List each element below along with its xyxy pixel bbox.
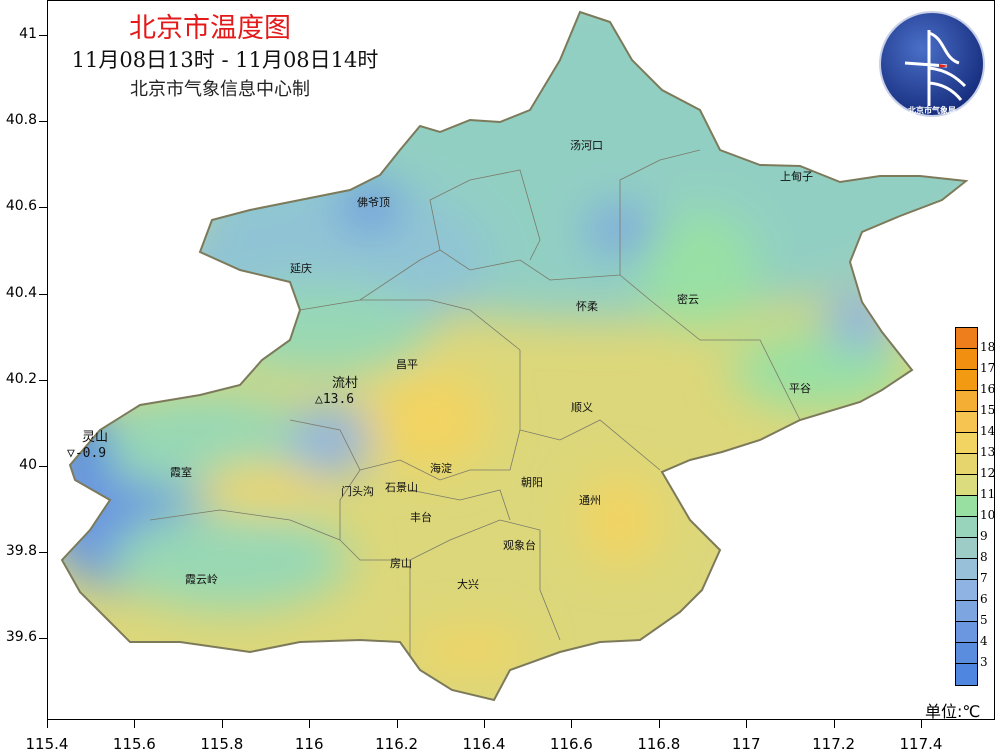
meteorological-bureau-logo: 北京市气象局 <box>879 11 985 117</box>
district-label: 朝阳 <box>521 476 543 489</box>
legend-swatch <box>956 601 977 622</box>
legend-swatch <box>956 559 977 580</box>
district-label: 石景山 <box>385 481 418 494</box>
legend-swatch <box>956 622 977 643</box>
legend-swatch <box>956 370 977 391</box>
legend-label: 9 <box>980 529 988 543</box>
legend-label: 14 <box>980 424 996 438</box>
svg-text:北京市气象局: 北京市气象局 <box>908 105 956 115</box>
map-frame <box>47 0 995 720</box>
legend-swatch <box>956 454 977 475</box>
legend-swatch <box>956 643 977 664</box>
district-boundaries <box>149 149 801 670</box>
producer-credit: 北京市气象信息中心制 <box>130 79 310 100</box>
latitude-tick-label: 39.6 <box>5 629 37 646</box>
map-title: 北京市温度图 <box>129 13 291 44</box>
latitude-tick-label: 40.4 <box>5 284 37 301</box>
legend-label: 3 <box>980 655 988 669</box>
district-label: 怀柔 <box>576 300 598 313</box>
latitude-tick-label: 40 <box>19 457 37 473</box>
district-label: 霞室 <box>170 466 192 479</box>
latitude-tick-label: 39.8 <box>5 543 37 560</box>
district-label: 密云 <box>677 293 699 306</box>
legend-label: 12 <box>980 466 996 480</box>
legend-label: 6 <box>980 592 988 606</box>
station-name: 灵山 <box>82 430 109 445</box>
latitude-tick-label: 40.2 <box>5 370 37 387</box>
district-label: 延庆 <box>290 262 312 275</box>
longitude-tick-label: 115.6 <box>112 735 156 753</box>
station-value: 13.6 <box>322 392 355 407</box>
longitude-tick-label: 116.4 <box>462 735 506 753</box>
longitude-tick-label: 117 <box>731 735 761 753</box>
district-label: 上甸子 <box>780 170 813 183</box>
latitude-tick-label: 41 <box>19 26 37 42</box>
legend-swatch <box>956 517 977 538</box>
time-range: 11月08日13时 - 11月08日14时 <box>71 48 379 72</box>
legend-swatch <box>956 664 977 685</box>
color-legend <box>955 327 978 686</box>
longitude-tick-label: 116.2 <box>375 735 419 753</box>
longitude-tick-label: 115.8 <box>200 735 244 753</box>
legend-swatch <box>956 412 977 433</box>
legend-swatch <box>956 538 977 559</box>
district-label: 霞云岭 <box>185 573 218 586</box>
district-label: 平谷 <box>789 382 811 395</box>
district-label: 佛爷顶 <box>357 196 390 209</box>
district-label: 大兴 <box>457 578 479 591</box>
longitude-tick-label: 116 <box>294 735 324 753</box>
legend-label: 8 <box>980 550 988 564</box>
district-label: 门头沟 <box>341 485 374 498</box>
max-temp-station: 流村 △13.6 <box>315 376 359 408</box>
district-label: 通州 <box>579 494 601 507</box>
longitude-tick-label: 116.6 <box>549 735 593 753</box>
min-triangle-icon: ▽ <box>67 446 75 461</box>
legend-label: 7 <box>980 571 988 585</box>
legend-label: 15 <box>980 403 996 417</box>
longitude-tick-label: 116.8 <box>637 735 681 753</box>
legend-label: 11 <box>980 487 996 501</box>
legend-label: 5 <box>980 613 988 627</box>
legend-label: 4 <box>980 634 988 648</box>
longitude-tick-label: 115.4 <box>25 735 69 753</box>
legend-label: 16 <box>980 382 996 396</box>
legend-label: 10 <box>980 508 996 522</box>
district-label: 海淀 <box>430 462 452 475</box>
district-label: 昌平 <box>396 358 418 371</box>
legend-label: 18 <box>980 340 996 354</box>
district-label: 丰台 <box>410 511 432 524</box>
latitude-tick-label: 40.6 <box>5 198 37 215</box>
unit-label: 单位:℃ <box>925 702 981 721</box>
legend-swatch <box>956 349 977 370</box>
legend-label: 13 <box>980 445 996 459</box>
district-label: 汤河口 <box>570 139 603 152</box>
legend-swatch <box>956 496 977 517</box>
longitude-tick-label: 117.2 <box>812 735 856 753</box>
legend-swatch <box>956 328 977 349</box>
legend-label: 17 <box>980 361 996 375</box>
station-name: 流村 <box>332 376 359 391</box>
legend-swatch <box>956 391 977 412</box>
max-triangle-icon: △ <box>315 392 323 407</box>
legend-swatch <box>956 433 977 454</box>
longitude-tick-label: 117.4 <box>899 735 943 753</box>
district-label: 顺义 <box>571 401 593 414</box>
legend-swatch <box>956 580 977 601</box>
district-label: 房山 <box>390 557 412 570</box>
latitude-tick-label: 40.8 <box>5 112 37 129</box>
min-temp-station: 灵山 ▽-0.9 <box>67 430 109 462</box>
station-value: -0.9 <box>74 446 107 461</box>
district-label: 观象台 <box>503 539 536 552</box>
legend-swatch <box>956 475 977 496</box>
